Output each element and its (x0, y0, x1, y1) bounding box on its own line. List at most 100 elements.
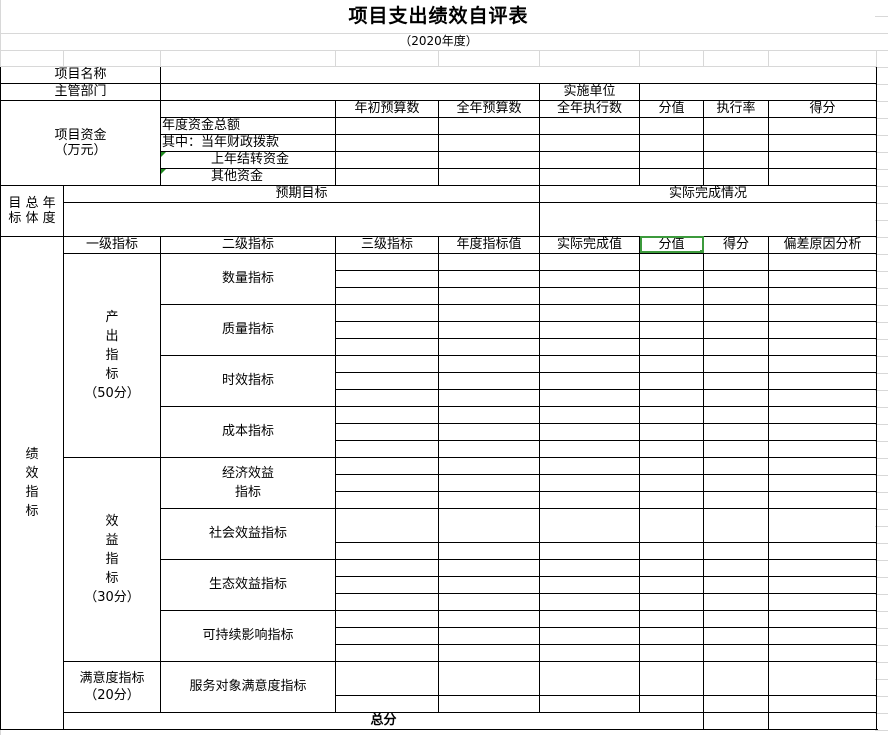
cell[interactable] (0, 49, 64, 67)
cell[interactable] (703, 337, 769, 356)
cell[interactable] (703, 694, 769, 713)
cell[interactable] (639, 116, 704, 135)
cell[interactable] (767, 456, 878, 475)
cell[interactable] (767, 116, 878, 135)
cell[interactable] (767, 592, 878, 611)
cell[interactable] (703, 354, 769, 373)
cell[interactable] (703, 286, 769, 305)
cell[interactable] (703, 609, 769, 628)
cell[interactable] (639, 473, 704, 492)
cell[interactable] (767, 439, 878, 458)
cell[interactable] (703, 252, 769, 271)
cell[interactable] (539, 490, 640, 509)
cell[interactable] (539, 167, 640, 186)
cell[interactable] (767, 609, 878, 628)
cell[interactable] (639, 303, 704, 322)
cell[interactable] (438, 507, 540, 543)
cell[interactable] (639, 643, 704, 662)
cell[interactable] (703, 320, 769, 339)
cell[interactable] (335, 252, 439, 271)
cell[interactable] (539, 337, 640, 356)
cell[interactable] (335, 116, 439, 135)
cell[interactable] (639, 133, 704, 152)
actual-completion-value[interactable] (538, 201, 878, 237)
cell[interactable] (438, 439, 540, 458)
cell[interactable] (639, 354, 704, 373)
cell[interactable] (160, 99, 336, 118)
cell[interactable] (767, 371, 878, 390)
cell[interactable] (539, 541, 640, 560)
cell[interactable] (335, 167, 439, 186)
cell[interactable] (539, 303, 640, 322)
cell[interactable] (335, 405, 439, 424)
cell[interactable] (335, 422, 439, 441)
cell[interactable] (438, 694, 540, 713)
project-name-value[interactable] (159, 65, 878, 84)
cell[interactable] (703, 49, 769, 67)
cell[interactable] (335, 388, 439, 407)
cell[interactable] (438, 541, 540, 560)
cell[interactable] (63, 49, 161, 67)
implementing-unit-value[interactable] (638, 82, 878, 101)
cell[interactable] (335, 303, 439, 322)
cell[interactable] (639, 456, 704, 475)
cell[interactable] (438, 269, 540, 288)
cell[interactable] (703, 388, 769, 407)
cell[interactable] (335, 626, 439, 645)
cell[interactable] (335, 371, 439, 390)
cell[interactable] (767, 507, 878, 543)
cell[interactable] (639, 320, 704, 339)
cell[interactable] (639, 405, 704, 424)
cell[interactable] (703, 439, 769, 458)
cell[interactable] (639, 286, 704, 305)
cell[interactable] (438, 320, 540, 339)
cell[interactable] (703, 167, 769, 186)
cell[interactable] (639, 490, 704, 509)
cell[interactable] (539, 371, 640, 390)
cell[interactable] (539, 286, 640, 305)
cell[interactable] (767, 575, 878, 594)
cell[interactable] (539, 133, 640, 152)
cell[interactable] (335, 320, 439, 339)
cell[interactable] (438, 422, 540, 441)
cell[interactable] (703, 269, 769, 288)
cell[interactable] (703, 150, 769, 169)
cell[interactable] (438, 643, 540, 662)
indicator-header[interactable]: 分值 (639, 235, 704, 254)
cell[interactable] (438, 609, 540, 628)
cell[interactable] (335, 269, 439, 288)
cell[interactable] (767, 626, 878, 645)
cell[interactable] (767, 286, 878, 305)
cell[interactable] (639, 694, 704, 713)
cell[interactable] (335, 643, 439, 662)
cell[interactable] (767, 320, 878, 339)
cell[interactable] (438, 371, 540, 390)
cell[interactable] (639, 626, 704, 645)
cell[interactable] (639, 49, 704, 67)
cell[interactable] (703, 558, 769, 577)
cell[interactable] (767, 269, 878, 288)
cell[interactable] (703, 456, 769, 475)
cell[interactable] (438, 354, 540, 373)
cell[interactable] (335, 456, 439, 475)
cell[interactable] (639, 507, 704, 543)
cell[interactable] (438, 660, 540, 696)
cell[interactable] (767, 711, 878, 730)
cell[interactable] (767, 660, 878, 696)
cell[interactable] (438, 337, 540, 356)
cell[interactable] (438, 456, 540, 475)
cell[interactable] (539, 643, 640, 662)
cell[interactable] (767, 354, 878, 373)
cell[interactable] (767, 133, 878, 152)
cell[interactable] (539, 592, 640, 611)
cell[interactable] (438, 490, 540, 509)
cell[interactable] (160, 49, 336, 67)
cell[interactable] (539, 609, 640, 628)
cell[interactable] (703, 660, 769, 696)
cell[interactable] (335, 575, 439, 594)
cell[interactable] (639, 337, 704, 356)
cell[interactable] (335, 49, 439, 67)
cell[interactable] (539, 116, 640, 135)
cell[interactable] (539, 388, 640, 407)
cell[interactable] (767, 150, 878, 169)
